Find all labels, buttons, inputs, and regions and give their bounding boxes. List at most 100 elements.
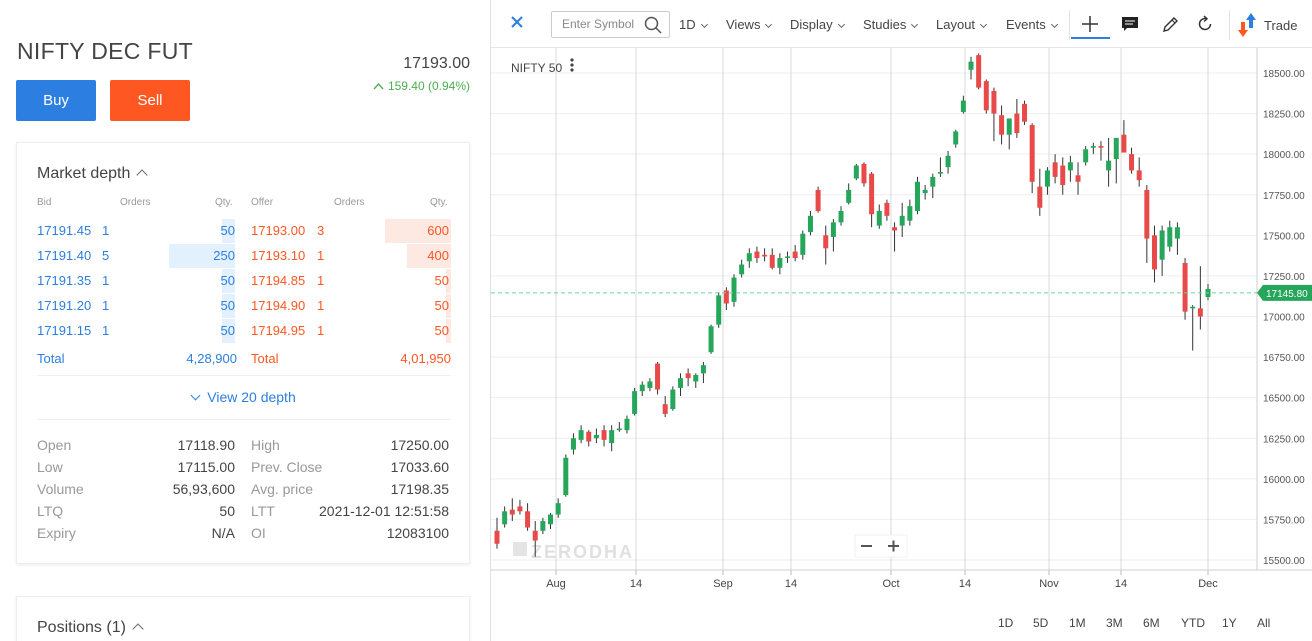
stat-label: Prev. Close [251,459,323,475]
search-icon[interactable] [644,16,662,39]
y-tick-label: 16000.00 [1263,475,1305,486]
depth-total-row: Total 4,28,900 Total 4,01,950 [37,347,451,369]
offer-total-label: Total [251,351,279,366]
bid-price[interactable]: 17191.15 [37,323,92,338]
positions-header[interactable]: Positions (1) [37,619,144,637]
candle-body [777,258,783,268]
events-label: Events [1006,17,1046,32]
reset-icon[interactable] [1196,15,1214,38]
stat-value: 56,93,600 [172,481,235,497]
chart-symbol-label[interactable]: NIFTY 50 [511,61,562,75]
symbol-search-input[interactable] [562,17,640,31]
period-1m[interactable]: 1M [1069,616,1086,630]
bid-price[interactable]: 17191.20 [37,298,92,313]
display-label: Display [790,17,833,32]
candle-body [1083,149,1089,163]
candle-body [1090,146,1096,148]
more-options-icon[interactable] [570,63,574,67]
divider [37,419,451,420]
candle-body [853,165,859,179]
layout-menu[interactable]: Layout [936,17,988,32]
candle-body [555,503,561,515]
period-6m[interactable]: 6M [1143,616,1160,630]
x-tick-label: Sep [713,578,733,590]
candle-body [907,206,913,221]
candle-body [624,418,630,431]
x-tick-label: 14 [959,578,971,590]
symbol-search[interactable] [551,11,670,38]
bid-price[interactable]: 17191.45 [37,223,92,238]
positions-title: Positions (1) [37,619,126,636]
period-5d[interactable]: 5D [1033,616,1049,630]
chart-toolbar: 1D Views Display Studies Layout Events [491,0,1312,48]
sell-button[interactable]: Sell [110,80,190,121]
offer-price[interactable]: 17193.00 [251,223,306,238]
stat-value: 17118.90 [177,437,235,453]
trade-arrows-icon [1237,12,1257,43]
offer-qty-bar [406,244,451,268]
period-1y[interactable]: 1Y [1222,616,1237,630]
more-options-icon[interactable] [570,58,574,62]
candle-body [1022,103,1028,122]
bid-qty: 50 [220,273,235,288]
candle-body [884,202,890,216]
stat-value: 17033.60 [390,459,449,475]
candle-body [792,251,798,259]
candle-body [800,233,806,255]
candle-body [1167,227,1173,247]
candle-body [1067,162,1073,171]
candle-body [670,389,676,410]
chevron-down-icon [980,20,988,29]
offer-price[interactable]: 17193.10 [251,248,306,263]
bid-qty-bar [221,219,235,243]
view-20-depth-link[interactable]: View 20 depth [17,389,471,405]
comment-icon[interactable] [1121,16,1139,37]
candle-body [693,374,699,382]
events-menu[interactable]: Events [1006,17,1058,32]
offer-total-value: 4,01,950 [400,351,451,366]
toolbar-separator [1229,10,1230,40]
bid-price[interactable]: 17191.40 [37,248,92,263]
crosshair-icon[interactable] [1081,15,1099,38]
y-tick-label: 16750.00 [1263,353,1305,364]
bid-qty: 50 [220,323,235,338]
market-depth-header[interactable]: Market depth [37,165,149,183]
buy-button[interactable]: Buy [16,80,96,121]
offer-orders: 1 [317,248,325,263]
candle-body [945,155,951,168]
more-options-icon[interactable] [570,68,574,72]
bid-total-value: 4,28,900 [186,351,237,366]
offer-qty: 50 [434,273,449,288]
studies-menu[interactable]: Studies [863,17,919,32]
x-tick-label: 14 [630,578,642,590]
offer-price[interactable]: 17194.90 [251,298,306,313]
candle-body [846,189,852,203]
offer-price[interactable]: 17194.85 [251,273,306,288]
candle-body [1174,227,1180,239]
candle-body [739,264,745,275]
period-3m[interactable]: 3M [1106,616,1123,630]
candle-body [1190,306,1196,309]
depth-row: 17191.40 5 250 17193.10 1 400 [37,244,451,268]
close-icon[interactable] [509,14,525,35]
period-all[interactable]: All [1257,616,1271,630]
views-menu[interactable]: Views [726,17,773,32]
period-ytd[interactable]: YTD [1181,616,1205,630]
candle-body [914,181,920,211]
interval-dropdown[interactable]: 1D [679,17,708,32]
toolbar-separator [1069,10,1070,40]
bid-price[interactable]: 17191.35 [37,273,92,288]
period-1d[interactable]: 1D [998,616,1014,630]
depth-row: 17191.20 1 50 17194.90 1 50 [37,294,451,318]
stat-label: Volume [37,481,84,497]
stat-label: Expiry [37,525,76,541]
candle-body [525,511,531,528]
candle-body [999,115,1005,135]
display-menu[interactable]: Display [790,17,845,32]
market-depth-card: Market depth Bid Orders Qty. Offer Order… [16,142,470,564]
candle-body [976,55,982,88]
x-tick-label: Nov [1039,578,1059,590]
pencil-icon[interactable] [1161,15,1180,39]
offer-price[interactable]: 17194.95 [251,323,306,338]
price-chart[interactable]: 18500.00 18250.00 18000.00 17750.00 17500.00… [491,48,1312,608]
